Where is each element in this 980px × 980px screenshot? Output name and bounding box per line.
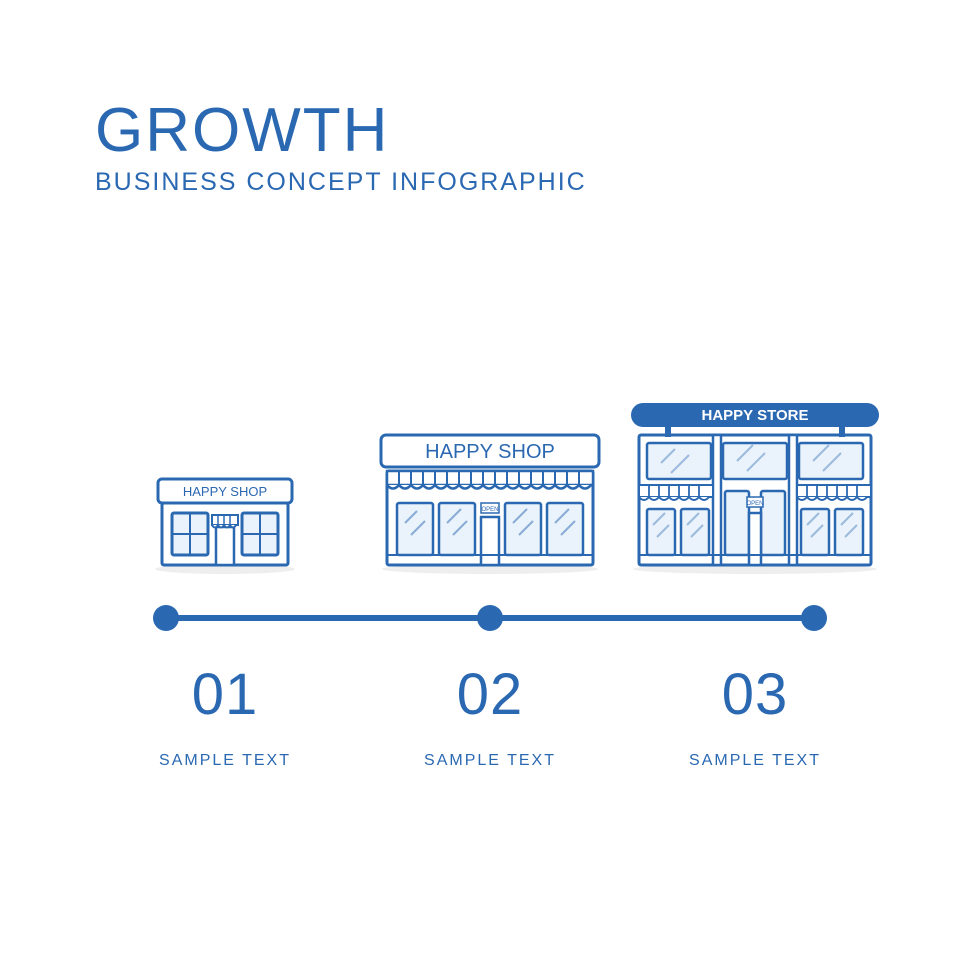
timeline-dot-2 — [477, 605, 503, 631]
timeline-section: HAPPY SHOP — [95, 395, 885, 770]
svg-text:HAPPY SHOP: HAPPY SHOP — [425, 441, 555, 463]
shop-medium-icon: HAPPY SHOP — [375, 425, 605, 575]
svg-text:OPEN: OPEN — [746, 501, 763, 507]
step-2-label: SAMPLE TEXT — [360, 752, 620, 770]
svg-text:OPEN: OPEN — [481, 507, 498, 513]
svg-text:HAPPY STORE: HAPPY STORE — [702, 407, 809, 424]
step-3-number: 03 — [625, 661, 885, 728]
shop-small: HAPPY SHOP — [95, 465, 355, 575]
timeline-line — [95, 603, 885, 633]
timeline-dot-3 — [801, 605, 827, 631]
shop-medium: HAPPY SHOP — [360, 425, 620, 575]
step-3: 03 SAMPLE TEXT — [625, 661, 885, 770]
shop-large-icon: HAPPY STORE — [625, 395, 885, 575]
timeline-dot-1 — [153, 605, 179, 631]
step-1: 01 SAMPLE TEXT — [95, 661, 355, 770]
shop-large: HAPPY STORE — [625, 395, 885, 575]
svg-text:HAPPY SHOP: HAPPY SHOP — [183, 484, 267, 499]
numbers-row: 01 SAMPLE TEXT 02 SAMPLE TEXT 03 SAMPLE … — [95, 661, 885, 770]
step-2-number: 02 — [360, 661, 620, 728]
step-2: 02 SAMPLE TEXT — [360, 661, 620, 770]
shops-row: HAPPY SHOP — [95, 395, 885, 575]
step-1-number: 01 — [95, 661, 355, 728]
page-title: GROWTH — [95, 100, 587, 162]
step-1-label: SAMPLE TEXT — [95, 752, 355, 770]
header: GROWTH BUSINESS CONCEPT INFOGRAPHIC — [95, 100, 587, 197]
page-subtitle: BUSINESS CONCEPT INFOGRAPHIC — [95, 168, 587, 197]
step-3-label: SAMPLE TEXT — [625, 752, 885, 770]
shop-small-icon: HAPPY SHOP — [150, 465, 300, 575]
